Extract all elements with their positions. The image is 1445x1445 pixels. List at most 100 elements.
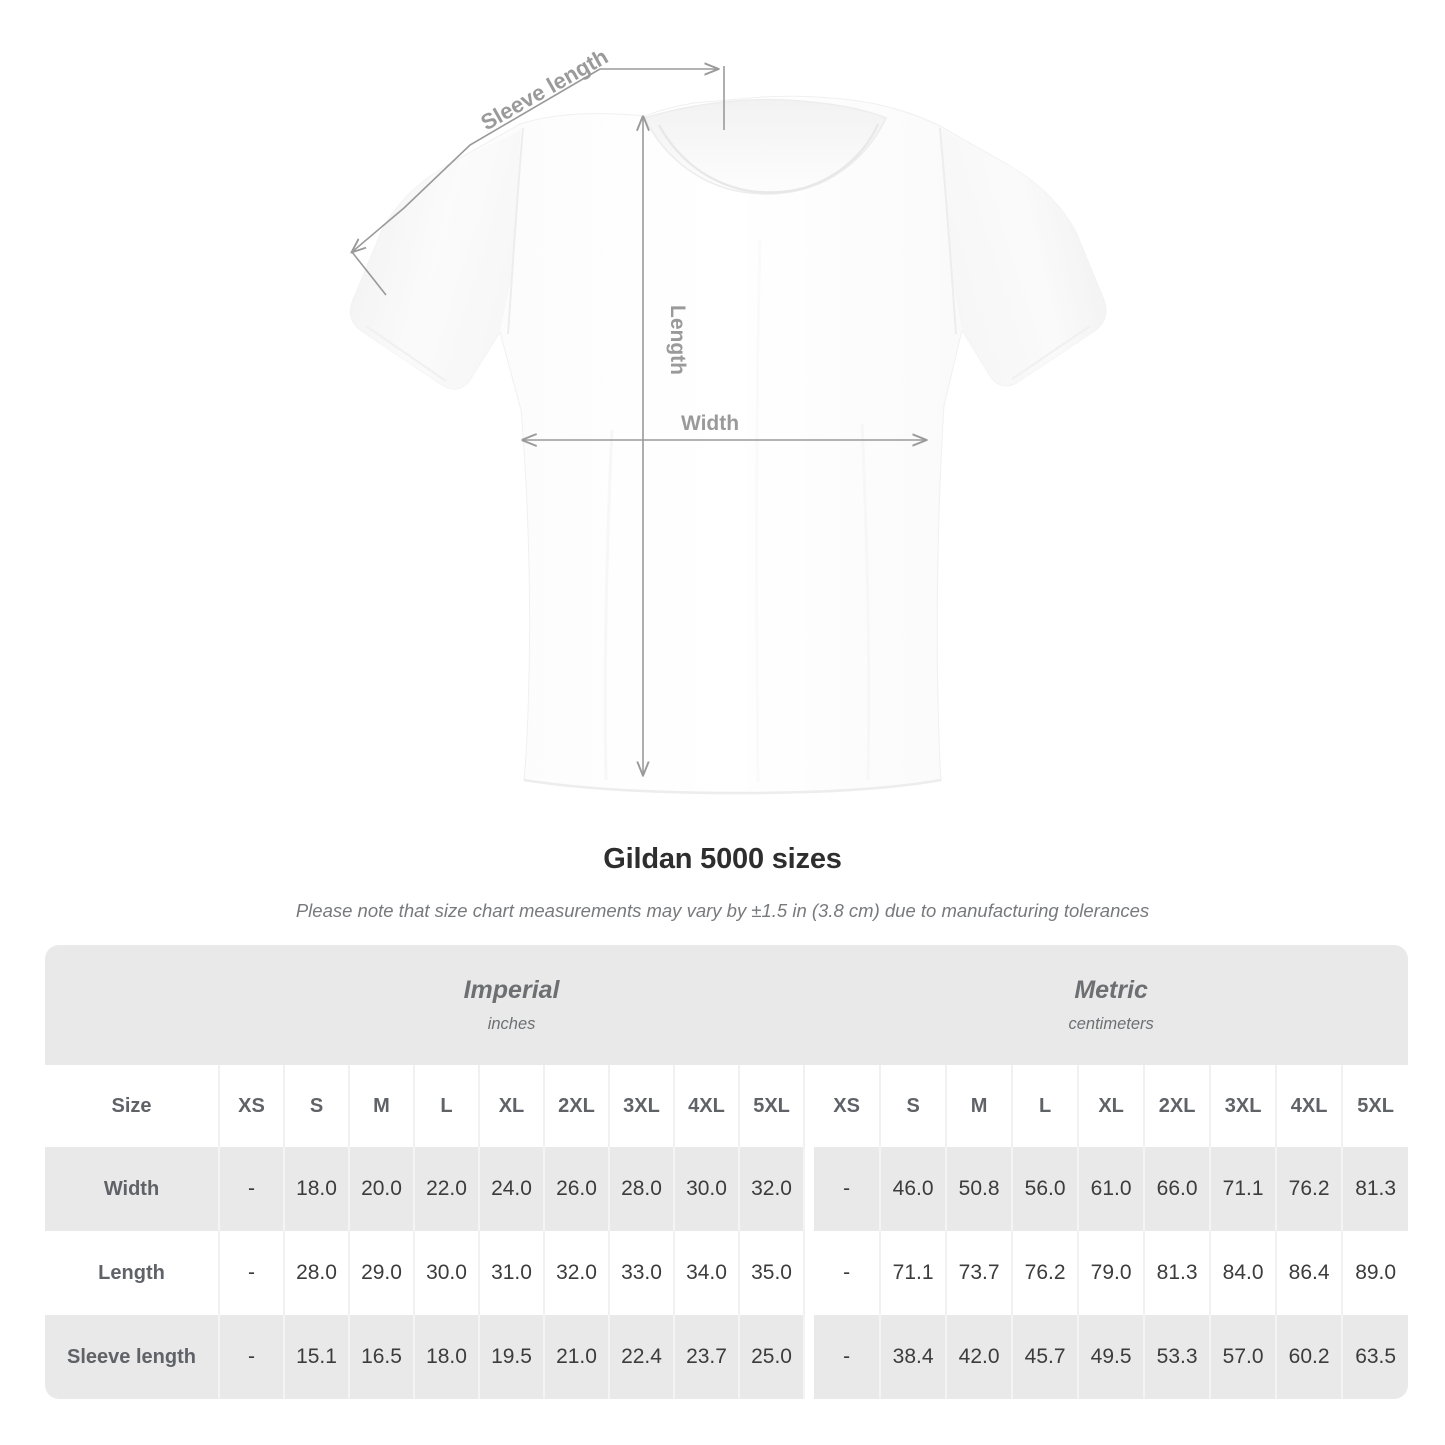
unit-band-separator [804,945,815,1065]
cell-length-metric-2xl: 81.3 [1144,1231,1212,1315]
col-header-imperial-l: L [414,1065,480,1147]
row-separator-length [804,1231,815,1315]
row-separator-width [804,1147,815,1231]
header-separator [804,1065,815,1147]
cell-sleeve-imperial-l: 18.0 [414,1315,480,1399]
cell-sleeve-metric-s: 38.4 [880,1315,948,1399]
cell-length-imperial-5xl: 35.0 [739,1231,806,1315]
cell-sleeve-metric-m: 42.0 [946,1315,1014,1399]
col-header-imperial-2xl: 2XL [544,1065,610,1147]
row-label-length: Length [45,1231,220,1315]
table-row-sleeve-length: Sleeve length - 15.1 16.5 18.0 19.5 21.0… [45,1315,1409,1399]
cell-width-metric-m: 50.8 [946,1147,1014,1231]
col-header-imperial-xs: XS [219,1065,285,1147]
col-header-metric-xl: XL [1078,1065,1146,1147]
tshirt-body [349,95,1107,795]
cell-width-metric-3xl: 71.1 [1210,1147,1278,1231]
unit-imperial-cell: Imperial inches [219,945,805,1065]
cell-width-imperial-4xl: 30.0 [674,1147,740,1231]
cell-width-imperial-xl: 24.0 [479,1147,545,1231]
size-corner-label: Size [45,1065,220,1147]
col-header-imperial-m: M [349,1065,415,1147]
cell-width-imperial-l: 22.0 [414,1147,480,1231]
col-header-metric-xs: XS [814,1065,882,1147]
cell-width-metric-xl: 61.0 [1078,1147,1146,1231]
table-row-length: Length - 28.0 29.0 30.0 31.0 32.0 33.0 3… [45,1231,1409,1315]
col-header-imperial-3xl: 3XL [609,1065,675,1147]
chart-heading-block: Gildan 5000 sizes Please note that size … [0,840,1445,923]
col-header-metric-s: S [880,1065,948,1147]
cell-width-metric-s: 46.0 [880,1147,948,1231]
cell-sleeve-imperial-5xl: 25.0 [739,1315,806,1399]
cell-sleeve-imperial-xs: - [219,1315,285,1399]
tshirt-illustration: Sleeve length Length Width [349,44,1107,795]
col-header-metric-2xl: 2XL [1144,1065,1212,1147]
width-label: Width [681,412,739,435]
col-header-imperial-s: S [284,1065,350,1147]
cell-sleeve-metric-3xl: 57.0 [1210,1315,1278,1399]
cell-length-metric-l: 76.2 [1012,1231,1080,1315]
cell-length-imperial-s: 28.0 [284,1231,350,1315]
row-label-sleeve-length: Sleeve length [45,1315,220,1399]
cell-width-imperial-5xl: 32.0 [739,1147,806,1231]
col-header-metric-m: M [946,1065,1014,1147]
table-row-width: Width - 18.0 20.0 22.0 24.0 26.0 28.0 30… [45,1147,1409,1231]
unit-imperial-name: Imperial [463,976,560,1004]
cell-length-imperial-4xl: 34.0 [674,1231,740,1315]
tolerance-note: Please note that size chart measurements… [295,900,1150,921]
cell-length-imperial-xs: - [219,1231,285,1315]
cell-width-metric-xs: - [814,1147,882,1231]
cell-sleeve-imperial-3xl: 22.4 [609,1315,675,1399]
page-title: Gildan 5000 sizes [603,843,842,875]
cell-sleeve-metric-l: 45.7 [1012,1315,1080,1399]
size-header-row: Size XS S M L XL 2XL 3XL 4XL 5XL XS S M … [45,1065,1409,1147]
row-separator-sleeve [804,1315,815,1399]
cell-length-metric-5xl: 89.0 [1342,1231,1409,1315]
cell-width-imperial-m: 20.0 [349,1147,415,1231]
cell-length-metric-s: 71.1 [880,1231,948,1315]
cell-length-imperial-l: 30.0 [414,1231,480,1315]
cell-width-imperial-3xl: 28.0 [609,1147,675,1231]
col-header-metric-l: L [1012,1065,1080,1147]
unit-metric-sub: centimeters [1068,1015,1154,1033]
cell-sleeve-imperial-2xl: 21.0 [544,1315,610,1399]
cell-length-imperial-3xl: 33.0 [609,1231,675,1315]
col-header-metric-5xl: 5XL [1342,1065,1409,1147]
cell-sleeve-imperial-s: 15.1 [284,1315,350,1399]
col-header-imperial-xl: XL [479,1065,545,1147]
cell-sleeve-imperial-4xl: 23.7 [674,1315,740,1399]
cell-sleeve-imperial-xl: 19.5 [479,1315,545,1399]
cell-width-metric-5xl: 81.3 [1342,1147,1409,1231]
col-header-metric-4xl: 4XL [1276,1065,1344,1147]
size-table: Imperial inches Metric centimeters Size … [45,945,1409,1399]
length-label: Length [666,305,689,375]
unit-imperial-sub: inches [487,1015,536,1033]
cell-width-metric-4xl: 76.2 [1276,1147,1344,1231]
col-header-imperial-5xl: 5XL [739,1065,806,1147]
cell-sleeve-imperial-m: 16.5 [349,1315,415,1399]
unit-metric-name: Metric [1074,976,1148,1004]
col-header-metric-3xl: 3XL [1210,1065,1278,1147]
cell-length-metric-m: 73.7 [946,1231,1014,1315]
cell-sleeve-metric-5xl: 63.5 [1342,1315,1409,1399]
cell-length-metric-3xl: 84.0 [1210,1231,1278,1315]
cell-width-imperial-2xl: 26.0 [544,1147,610,1231]
unit-band-row: Imperial inches Metric centimeters [45,945,1409,1065]
cell-length-imperial-xl: 31.0 [479,1231,545,1315]
cell-sleeve-metric-xl: 49.5 [1078,1315,1146,1399]
cell-length-metric-xs: - [814,1231,882,1315]
cell-width-metric-2xl: 66.0 [1144,1147,1212,1231]
size-table-container: Imperial inches Metric centimeters Size … [45,945,1409,1399]
unit-band-corner [45,945,219,1065]
width-dimension: Width [524,412,926,440]
cell-length-metric-xl: 79.0 [1078,1231,1146,1315]
cell-length-imperial-m: 29.0 [349,1231,415,1315]
cell-width-imperial-xs: - [219,1147,285,1231]
cell-sleeve-metric-4xl: 60.2 [1276,1315,1344,1399]
cell-width-imperial-s: 18.0 [284,1147,350,1231]
unit-metric-cell: Metric centimeters [814,945,1409,1065]
col-header-imperial-4xl: 4XL [674,1065,740,1147]
row-label-width: Width [45,1147,220,1231]
cell-length-imperial-2xl: 32.0 [544,1231,610,1315]
